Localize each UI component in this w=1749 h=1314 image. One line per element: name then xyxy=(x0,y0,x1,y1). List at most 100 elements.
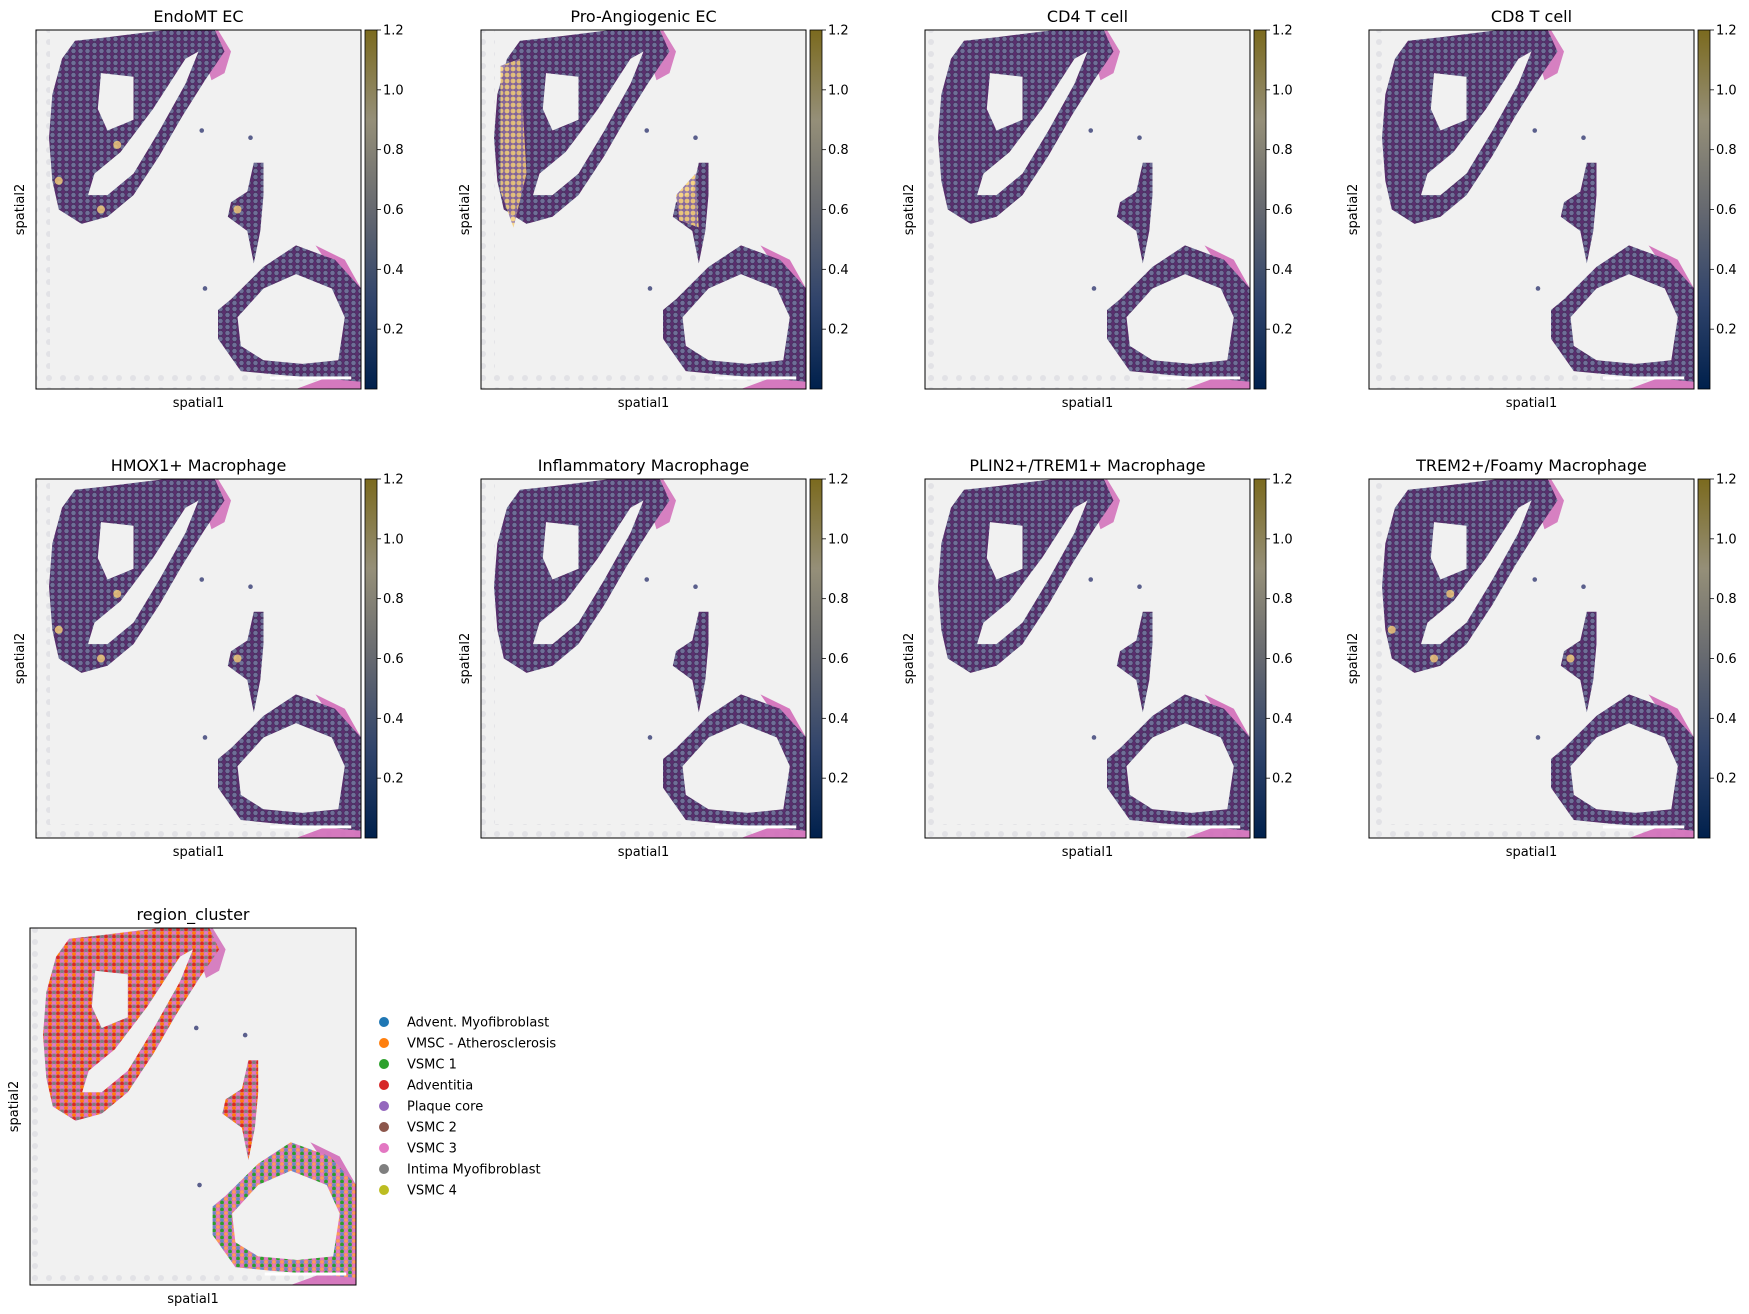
tissue-lumen xyxy=(91,970,128,1028)
colorbar-tick-label: 0.2 xyxy=(1716,772,1737,787)
isolated-spot xyxy=(693,135,698,140)
colorbar-tick-label: 0.2 xyxy=(1272,323,1293,338)
axes-frame xyxy=(924,29,1251,390)
x-axis-label: spatial1 xyxy=(1062,845,1114,860)
tissue-spots-lower xyxy=(1551,694,1694,831)
colorbar-tick-label: 0.6 xyxy=(1272,652,1293,667)
legend-marker xyxy=(379,1101,389,1111)
tissue-lumen xyxy=(1430,73,1467,131)
x-axis-label: spatial1 xyxy=(167,1292,219,1307)
isolated-spot xyxy=(1581,135,1586,140)
panel-title: HMOX1+ Macrophage xyxy=(111,456,287,475)
tissue-spots-upper xyxy=(494,479,670,673)
panel-trem2-foamy-macrophage: TREM2+/Foamy Macrophage spatial1 spatial2 0… xyxy=(1346,456,1737,860)
y-axis-label: spatial2 xyxy=(1346,633,1361,685)
colorbar-tick-label: 0.4 xyxy=(383,712,404,727)
isolated-spot xyxy=(193,1025,199,1031)
y-axis-label: spatial2 xyxy=(13,184,28,236)
y-axis-label: spatial2 xyxy=(7,1081,22,1133)
legend-marker xyxy=(379,1080,389,1090)
high-expression-spots xyxy=(500,58,527,228)
panel-title: region_cluster xyxy=(136,905,249,925)
high-expression-spot xyxy=(97,654,105,663)
isolated-spot xyxy=(1088,577,1094,582)
background-spot-grid xyxy=(36,30,50,389)
colorbar-tick-label: 0.4 xyxy=(828,712,849,727)
isolated-spot xyxy=(197,1182,202,1188)
y-axis-label: spatial2 xyxy=(458,633,473,685)
background-spot-grid xyxy=(481,479,495,838)
legend-marker xyxy=(379,1059,389,1069)
legend-marker xyxy=(379,1164,389,1174)
colorbar-tick-label: 1.0 xyxy=(828,532,849,547)
colorbar-tick-label: 0.8 xyxy=(828,592,849,607)
legend-marker xyxy=(379,1122,389,1132)
scale-bar xyxy=(1159,376,1241,380)
x-axis-label: spatial1 xyxy=(173,396,225,411)
tissue-spots-upper xyxy=(494,30,670,224)
isolated-spot xyxy=(242,1032,248,1038)
isolated-spot xyxy=(248,584,253,589)
colorbar xyxy=(1253,29,1267,390)
colorbar-tick-label: 1.0 xyxy=(828,83,849,98)
colorbar-tick-label: 0.2 xyxy=(828,772,849,787)
isolated-spot xyxy=(1137,135,1142,140)
isolated-spot xyxy=(644,577,650,582)
panel-title: Pro-Angiogenic EC xyxy=(570,7,716,26)
colorbar-tick-label: 0.6 xyxy=(383,652,404,667)
panel-cd8-t-cell: CD8 T cell spatial1 spatial2 0.2 0.4 0.6 0.8 1.… xyxy=(1346,7,1737,411)
high-expression-spot xyxy=(54,625,63,634)
tissue-spots-middle xyxy=(1560,162,1597,264)
scale-bar xyxy=(1603,825,1685,829)
background-spot-grid xyxy=(1369,479,1383,838)
x-axis-label: spatial1 xyxy=(1506,845,1558,860)
axes-frame xyxy=(480,478,807,839)
high-expression-spot xyxy=(54,176,63,185)
legend-label: VSMC 4 xyxy=(407,1184,457,1199)
x-axis-label: spatial1 xyxy=(1062,396,1114,411)
legend-label: VSMC 3 xyxy=(407,1142,457,1157)
tissue-spots-middle xyxy=(227,162,264,264)
background-spot-grid xyxy=(925,30,939,389)
tissue-lumen xyxy=(97,522,134,580)
scale-bar xyxy=(715,825,797,829)
isolated-spot xyxy=(202,286,208,291)
legend-marker xyxy=(379,1143,389,1153)
panel-endomt-ec: EndoMT EC spatial1 spatial2 0.2 0.4 0.6 0.8 1.0… xyxy=(13,7,404,411)
legend-marker xyxy=(379,1038,389,1048)
scale-bar xyxy=(270,825,352,829)
legend-label: VSMC 2 xyxy=(407,1121,457,1136)
isolated-spot xyxy=(644,128,650,133)
isolated-spot xyxy=(199,128,205,133)
background-spot-grid xyxy=(30,928,44,1285)
tissue-lumen xyxy=(97,73,134,131)
tissue-spots-middle xyxy=(1116,162,1153,264)
colorbar-tick-label: 0.4 xyxy=(828,263,849,278)
isolated-spot xyxy=(647,286,653,291)
colorbar xyxy=(364,478,378,839)
panel-title: Inflammatory Macrophage xyxy=(538,456,749,475)
panel-title: CD4 T cell xyxy=(1047,7,1128,26)
colorbar-tick-label: 0.6 xyxy=(1716,652,1737,667)
isolated-spot xyxy=(1137,584,1142,589)
panel-cd4-t-cell: CD4 T cell spatial1 spatial2 0.2 0.4 0.6 0.8 1.… xyxy=(902,7,1293,411)
colorbar-tick-label: 0.8 xyxy=(383,592,404,607)
colorbar-tick-label: 0.4 xyxy=(1716,263,1737,278)
axes-frame xyxy=(29,927,357,1286)
isolated-spot xyxy=(1581,584,1586,589)
region-legend: Advent. Myofibroblast VMSC - Atherosclero… xyxy=(379,1016,556,1199)
colorbar-tick-label: 0.6 xyxy=(1272,203,1293,218)
isolated-spot xyxy=(1535,286,1541,291)
y-axis-label: spatial2 xyxy=(902,184,917,236)
colorbar-tick-label: 1.0 xyxy=(1272,83,1293,98)
high-expression-spot xyxy=(1387,625,1396,634)
x-axis-label: spatial1 xyxy=(173,845,225,860)
legend-label: Advent. Myofibroblast xyxy=(407,1016,549,1031)
isolated-spot xyxy=(647,735,653,740)
background-spot-grid xyxy=(481,30,495,389)
axes-frame xyxy=(924,478,1251,839)
panel-inflammatory-macrophage: Inflammatory Macrophage spatial1 spatial2 0… xyxy=(458,456,849,860)
panel-hmox1-macrophage: HMOX1+ Macrophage spatial1 spatial2 0.2 0.4 0… xyxy=(13,456,404,860)
panel-title: CD8 T cell xyxy=(1491,7,1572,26)
colorbar-tick-label: 1.0 xyxy=(1716,532,1737,547)
